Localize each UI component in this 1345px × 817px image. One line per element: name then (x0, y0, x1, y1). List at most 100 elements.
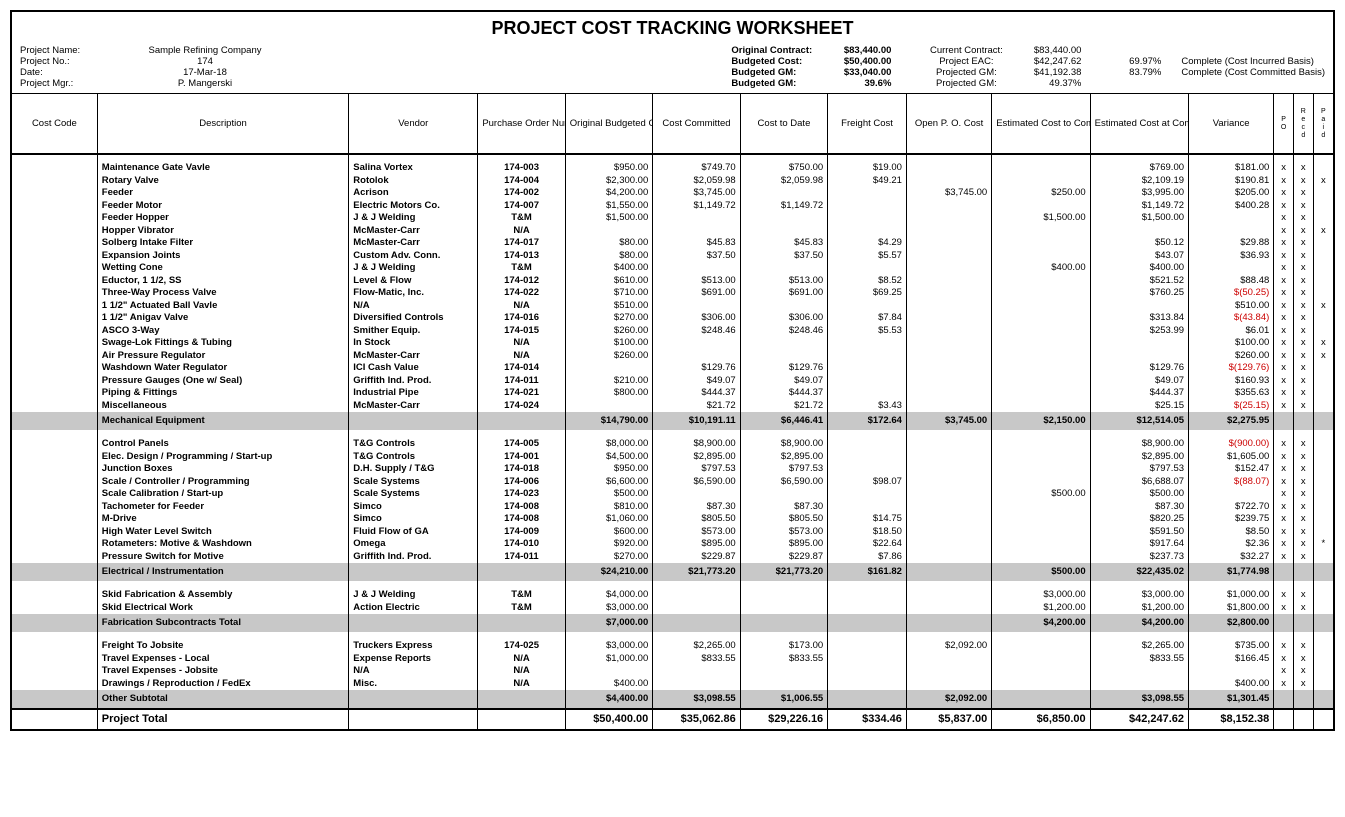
cell (1293, 563, 1313, 581)
cell: $22.64 (828, 538, 907, 551)
cell (653, 589, 740, 602)
cell: x (1274, 501, 1294, 514)
cell (828, 665, 907, 678)
cell (906, 653, 991, 666)
cell (12, 362, 97, 375)
cell: 174-012 (478, 275, 565, 288)
cell: $917.64 (1090, 538, 1188, 551)
cell (992, 538, 1090, 551)
meta-left: Project Name:Sample Refining CompanyProj… (20, 45, 320, 89)
cell (1313, 602, 1333, 615)
cell: $513.00 (740, 275, 827, 288)
cell: $1,000.00 (565, 653, 652, 666)
cell (906, 451, 991, 464)
cell: x (1274, 678, 1294, 691)
cell (1313, 212, 1333, 225)
cell (1313, 287, 1333, 300)
cell (992, 438, 1090, 451)
cell: $6,590.00 (740, 476, 827, 489)
cell (740, 488, 827, 501)
cell: $260.00 (1189, 350, 1274, 363)
cell: T&M (478, 212, 565, 225)
cell: $21,773.20 (653, 563, 740, 581)
cell: Omega (349, 538, 478, 551)
cell: N/A (478, 678, 565, 691)
cell: x (1274, 175, 1294, 188)
cell (12, 212, 97, 225)
cell: $510.00 (565, 300, 652, 313)
cell: 1 1/2" Actuated Ball Vavle (97, 300, 349, 313)
table-row: Scale / Controller / ProgrammingScale Sy… (12, 476, 1333, 489)
cell: $12,514.05 (1090, 412, 1188, 430)
cell (12, 237, 97, 250)
cell: N/A (478, 300, 565, 313)
cell (740, 614, 827, 632)
cell: x (1274, 526, 1294, 539)
cell (12, 538, 97, 551)
spacer-row (12, 581, 1333, 589)
cell (1313, 614, 1333, 632)
cell: $3,995.00 (1090, 187, 1188, 200)
cell: $8,000.00 (565, 438, 652, 451)
cell: $691.00 (740, 287, 827, 300)
cell: $270.00 (565, 312, 652, 325)
cell: $3,000.00 (565, 602, 652, 615)
cell (1313, 187, 1333, 200)
table-row: Project Total$50,400.00$35,062.86$29,226… (12, 709, 1333, 729)
cell: x (1293, 501, 1313, 514)
cell: $87.30 (740, 501, 827, 514)
cell (906, 463, 991, 476)
cell: $797.53 (653, 463, 740, 476)
cell: x (1274, 275, 1294, 288)
cell: x (1293, 602, 1313, 615)
cell: $8,900.00 (740, 438, 827, 451)
cell: x (1293, 287, 1313, 300)
col-header: Cost Code (12, 94, 97, 154)
cell (906, 350, 991, 363)
cell: $510.00 (1189, 300, 1274, 313)
cell: x (1293, 375, 1313, 388)
cell: Custom Adv. Conn. (349, 250, 478, 263)
cell: $833.55 (740, 653, 827, 666)
cell: x (1274, 463, 1294, 476)
cell: $355.63 (1189, 387, 1274, 400)
cell (1189, 225, 1274, 238)
meta-mid2: Current Contract:$83,440.00Project EAC:$… (921, 45, 1081, 89)
cell: $444.37 (653, 387, 740, 400)
cell (478, 412, 565, 430)
cell: N/A (349, 300, 478, 313)
cell: x (1274, 476, 1294, 489)
cell (653, 337, 740, 350)
cell: x (1293, 187, 1313, 200)
cell: Washdown Water Regulator (97, 362, 349, 375)
cell: 174-003 (478, 162, 565, 175)
cell: $210.00 (565, 375, 652, 388)
cell (1313, 709, 1333, 729)
cell: x (1274, 337, 1294, 350)
cell: $260.00 (565, 325, 652, 338)
cell (12, 690, 97, 709)
cell (828, 350, 907, 363)
cell (1090, 350, 1188, 363)
cell: ASCO 3-Way (97, 325, 349, 338)
cell (906, 551, 991, 564)
cell: Diversified Controls (349, 312, 478, 325)
cell (12, 476, 97, 489)
cell: x (1293, 526, 1313, 539)
table-row: Wetting ConeJ & J WeldingT&M$400.00$400.… (12, 262, 1333, 275)
cell (828, 653, 907, 666)
cell: $173.00 (740, 640, 827, 653)
cell: $24,210.00 (565, 563, 652, 581)
cell: Eductor, 1 1/2, SS (97, 275, 349, 288)
cell: McMaster-Carr (349, 225, 478, 238)
cell (906, 300, 991, 313)
cell (12, 438, 97, 451)
cell: x (1274, 602, 1294, 615)
cell (1313, 653, 1333, 666)
cell (992, 275, 1090, 288)
cell (565, 362, 652, 375)
table-row: Tachometer for FeederSimco174-008$810.00… (12, 501, 1333, 514)
cell (906, 200, 991, 213)
cell: $4,200.00 (992, 614, 1090, 632)
cell: $1,000.00 (1189, 589, 1274, 602)
